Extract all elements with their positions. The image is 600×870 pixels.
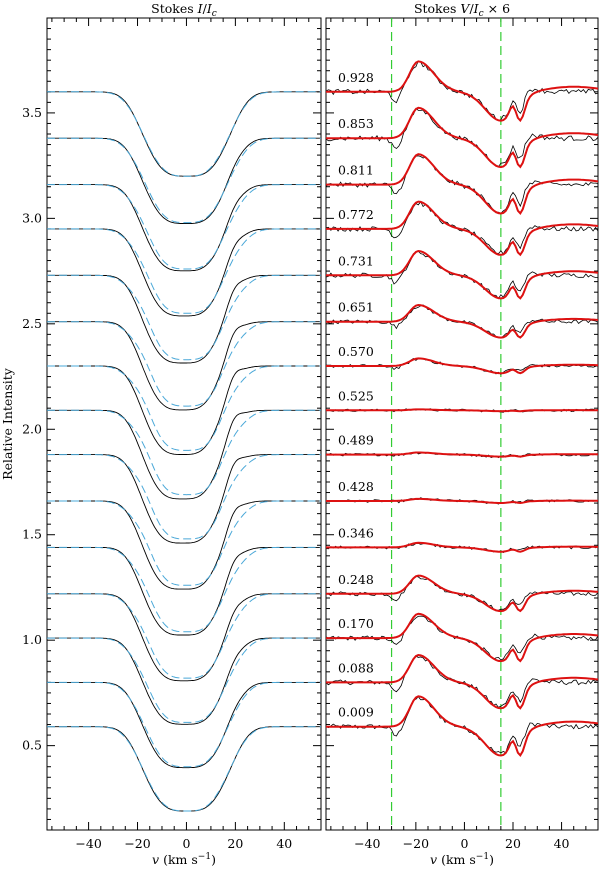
- stokes-v-xlabel: v (km s−1): [430, 852, 494, 867]
- stokes-i-observed-profile: [47, 228, 321, 317]
- stokes-v-ticks: −40 −20 0 20 40: [326, 17, 599, 851]
- stokes-v-model-profile: [326, 60, 599, 123]
- phase-label: 0.570: [338, 344, 374, 359]
- phase-label: 0.853: [338, 116, 374, 131]
- phase-label: 0.170: [338, 616, 374, 631]
- stokes-i-observed-profile: [47, 726, 321, 812]
- stokes-i-model-profile: [47, 593, 321, 679]
- stokes-v-profiles: 0.009 0.088 0.170 0.248 0.346 0.428 0.489 0.525…: [325, 60, 599, 757]
- stokes-i-ytick-label: 2.5: [22, 316, 42, 331]
- stokes-i-model-profile: [47, 184, 321, 270]
- phase-label: 0.928: [338, 70, 374, 85]
- stokes-i-observed-profile: [47, 681, 321, 769]
- stokes-i-model-profile: [47, 274, 321, 361]
- stokes-v-model-profile: [326, 541, 598, 553]
- stokes-v-model-profile: [326, 200, 599, 257]
- stokes-i-model-profile: [47, 91, 321, 177]
- stokes-v-model-profile: [326, 303, 599, 339]
- stokes-i-model-profile: [47, 321, 321, 407]
- stokes-i-observed-profile: [47, 91, 321, 177]
- phase-label: 0.525: [338, 388, 374, 403]
- stokes-i-profiles: [47, 91, 321, 812]
- stokes-v-model-profile: [326, 106, 599, 169]
- stokes-i-model-profile: [47, 726, 321, 812]
- stokes-i-xtick-label: −40: [75, 836, 101, 851]
- phase-label: 0.248: [338, 572, 374, 587]
- stokes-i-model-profile: [47, 454, 321, 540]
- stokes-i-xtick-label: 20: [227, 836, 243, 851]
- stokes-v-model-profile: [326, 574, 599, 613]
- stokes-i-observed-profile: [47, 500, 321, 590]
- stokes-i-xtick-label: 0: [182, 836, 190, 851]
- y-axis-label: Relative Intensity: [0, 367, 15, 480]
- phase-label: 0.428: [338, 479, 374, 494]
- stokes-i-observed-profile: [47, 137, 321, 224]
- stokes-i-xlabel: v (km s−1): [152, 852, 216, 867]
- stokes-i-title: Stokes I/Ic: [151, 1, 217, 19]
- stokes-v-observed-profile: [325, 250, 599, 300]
- stokes-i-observed-profile: [47, 184, 321, 272]
- stokes-i-model-profile: [47, 365, 321, 451]
- stokes-v-panel: −40 −20 0 20 40 0.009 0.088 0.170 0.248 0.346 0.4…: [325, 1, 599, 867]
- stokes-i-ytick-label: 3.5: [22, 105, 42, 120]
- phase-label: 0.811: [338, 163, 374, 178]
- phase-label: 0.489: [338, 433, 374, 448]
- stokes-v-model-profile: [326, 153, 599, 215]
- stokes-i-observed-profile: [47, 274, 321, 364]
- stokes-i-ytick-label: 1.5: [22, 527, 42, 542]
- phase-label: 0.346: [338, 525, 374, 540]
- stokes-i-ytick-label: 2.0: [22, 421, 42, 436]
- stokes-i-ticks: −40 −20 0 20 40 0.5 1.0 1.5 2.0 2.5 3.0 3.5: [22, 17, 322, 851]
- phase-label: 0.772: [338, 207, 374, 222]
- stokes-v-reference-lines: [390, 18, 502, 830]
- stokes-v-model-profile: [326, 497, 599, 505]
- stokes-v-xtick-label: 0: [460, 836, 468, 851]
- stokes-v-xtick-label: 20: [505, 836, 521, 851]
- phase-label: 0.088: [338, 660, 374, 675]
- stokes-i-model-profile: [47, 546, 321, 633]
- stokes-i-model-profile: [47, 228, 321, 314]
- stokes-v-xtick-label: −20: [403, 836, 429, 851]
- phase-label: 0.651: [338, 300, 374, 315]
- stokes-i-observed-profile: [47, 546, 321, 636]
- stokes-v-title: Stokes V/Ic × 6: [414, 1, 510, 19]
- stokes-i-model-profile: [47, 500, 321, 586]
- stokes-i-model-profile: [47, 137, 321, 224]
- stokes-i-frame: [46, 17, 322, 831]
- stokes-i-xtick-label: 40: [276, 836, 292, 851]
- stokes-i-xtick-label: −20: [124, 836, 150, 851]
- stokes-v-frame: [325, 17, 599, 831]
- stokes-i-ytick-label: 3.0: [22, 210, 42, 225]
- stokes-v-model-profile: [326, 249, 599, 300]
- phase-label: 0.731: [338, 253, 374, 268]
- phase-label: 0.009: [338, 705, 374, 720]
- stokes-v-model-profile: [326, 357, 599, 375]
- stokes-i-observed-profile: [47, 593, 321, 682]
- stokes-i-model-profile: [47, 681, 321, 768]
- stokes-v-model-profile: [326, 408, 598, 413]
- stokes-i-ytick-label: 0.5: [22, 738, 42, 753]
- stokes-i-panel: −40 −20 0 20 40 0.5 1.0 1.5 2.0 2.5 3.0 3.5 Stokes …: [0, 1, 322, 867]
- stokes-v-xtick-label: −40: [354, 836, 380, 851]
- stokes-v-xtick-label: 40: [554, 836, 570, 851]
- stokes-v-model-profile: [326, 653, 599, 710]
- stokes-i-model-profile: [47, 637, 321, 723]
- stokes-v-model-profile: [326, 695, 599, 757]
- stokes-v-model-profile: [326, 612, 599, 663]
- stokes-v-model-profile: [326, 451, 599, 458]
- stokes-i-model-profile: [47, 409, 321, 496]
- stokes-i-ytick-label: 1.0: [22, 632, 42, 647]
